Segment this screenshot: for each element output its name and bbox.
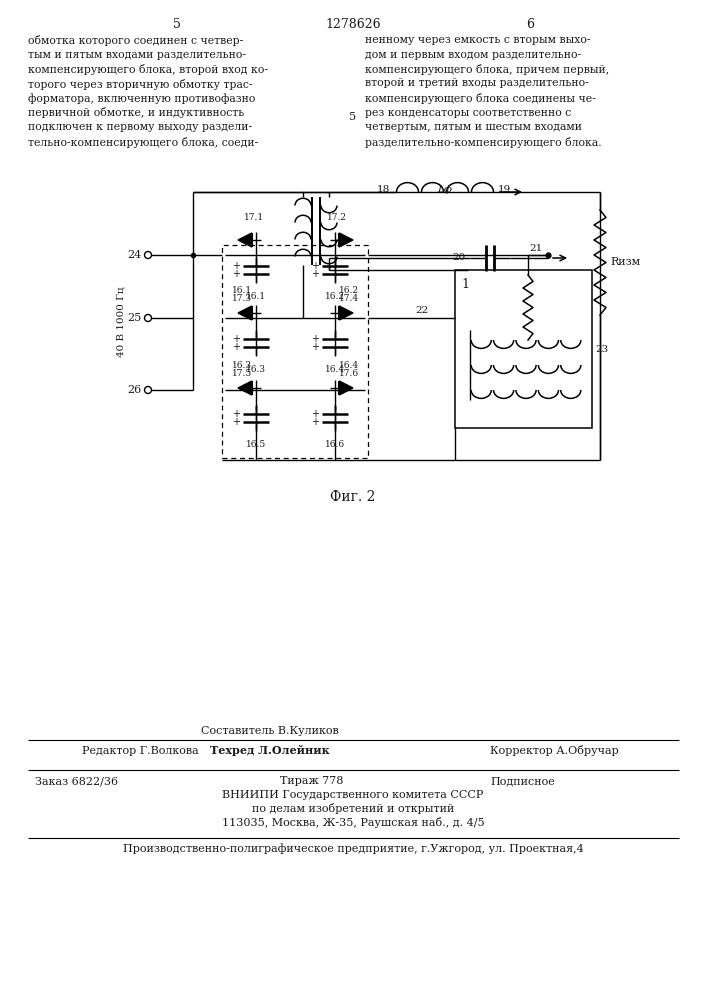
Text: 40 В 1000 Гц: 40 В 1000 Гц — [117, 287, 126, 357]
Text: 6: 6 — [526, 18, 534, 31]
Text: 17.2: 17.2 — [327, 213, 347, 222]
Text: первичной обмотке, и индуктивность: первичной обмотке, и индуктивность — [28, 107, 244, 118]
Text: 22: 22 — [415, 306, 428, 315]
Text: Составитель В.Куликов: Составитель В.Куликов — [201, 726, 339, 736]
Text: +: + — [311, 409, 319, 419]
Text: +: + — [311, 334, 319, 344]
Text: 25: 25 — [128, 313, 142, 323]
Text: тым и пятым входами разделительно-: тым и пятым входами разделительно- — [28, 49, 246, 60]
Text: +: + — [232, 334, 240, 344]
Text: 16.4: 16.4 — [325, 365, 345, 374]
Bar — [455, 270, 592, 428]
Polygon shape — [339, 306, 353, 320]
Bar — [222, 245, 368, 458]
Text: 20: 20 — [452, 253, 466, 262]
Text: 5: 5 — [349, 112, 356, 122]
Text: Редактор Г.Волкова: Редактор Г.Волкова — [82, 746, 199, 756]
Text: 24: 24 — [128, 250, 142, 260]
Text: торого через вторичную обмотку трас-: торого через вторичную обмотку трас- — [28, 79, 252, 90]
Text: 17.1: 17.1 — [244, 213, 264, 222]
Text: 17.6: 17.6 — [339, 369, 359, 378]
Text: 16.5: 16.5 — [246, 440, 266, 449]
Polygon shape — [238, 233, 252, 247]
Text: 113035, Москва, Ж-35, Раушская наб., д. 4/5: 113035, Москва, Ж-35, Раушская наб., д. … — [222, 817, 484, 828]
Text: 5: 5 — [173, 18, 181, 31]
Polygon shape — [238, 381, 252, 395]
Text: +: + — [311, 342, 319, 352]
Text: Корректор А.Обручар: Корректор А.Обручар — [490, 745, 619, 756]
Text: 16.1: 16.1 — [246, 292, 266, 301]
Text: 17.5: 17.5 — [232, 369, 252, 378]
Text: обмотка которого соединен с четвер-: обмотка которого соединен с четвер- — [28, 35, 243, 46]
Text: +: + — [232, 342, 240, 352]
Text: дом и первым входом разделительно-: дом и первым входом разделительно- — [365, 49, 581, 60]
Text: 16.2: 16.2 — [325, 292, 345, 301]
Text: 19: 19 — [498, 185, 511, 194]
Text: Заказ 6822/36: Заказ 6822/36 — [35, 776, 118, 786]
Text: 16.3: 16.3 — [232, 361, 252, 370]
Text: 16.1: 16.1 — [232, 286, 252, 295]
Polygon shape — [339, 381, 353, 395]
Polygon shape — [339, 233, 353, 247]
Text: 17.4: 17.4 — [339, 294, 359, 303]
Text: компенсирующего блока, причем первый,: компенсирующего блока, причем первый, — [365, 64, 609, 75]
Text: Фиг. 2: Фиг. 2 — [330, 490, 375, 504]
Text: 16.4: 16.4 — [339, 361, 359, 370]
Text: Техред Л.Олейник: Техред Л.Олейник — [210, 745, 329, 756]
Text: 16.6: 16.6 — [325, 440, 345, 449]
Text: 16.3: 16.3 — [246, 365, 266, 374]
Text: +: + — [232, 417, 240, 427]
Text: +: + — [232, 269, 240, 279]
Text: разделительно-компенсирующего блока.: разделительно-компенсирующего блока. — [365, 136, 602, 147]
Text: Rизм: Rизм — [610, 257, 640, 267]
Text: Подписное: Подписное — [490, 776, 555, 786]
Text: рез конденсаторы соответственно с: рез конденсаторы соответственно с — [365, 107, 571, 117]
Text: 1: 1 — [461, 278, 469, 291]
Text: Производственно-полиграфическое предприятие, г.Ужгород, ул. Проектная,4: Производственно-полиграфическое предприя… — [122, 843, 583, 854]
Text: +: + — [311, 269, 319, 279]
Text: 1278626: 1278626 — [325, 18, 381, 31]
Text: ненному через емкость с вторым выхо-: ненному через емкость с вторым выхо- — [365, 35, 590, 45]
Text: +: + — [232, 409, 240, 419]
Text: 18: 18 — [377, 185, 390, 194]
Text: +: + — [311, 261, 319, 271]
Text: тельно-компенсирующего блока, соеди-: тельно-компенсирующего блока, соеди- — [28, 136, 258, 147]
Text: по делам изобретений и открытий: по делам изобретений и открытий — [252, 803, 454, 814]
Polygon shape — [238, 306, 252, 320]
Text: четвертым, пятым и шестым входами: четвертым, пятым и шестым входами — [365, 122, 582, 132]
Text: 16.2: 16.2 — [339, 286, 359, 295]
Text: 23: 23 — [595, 344, 608, 354]
Text: 26: 26 — [128, 385, 142, 395]
Text: Тираж 778: Тираж 778 — [280, 776, 344, 786]
Text: 21: 21 — [530, 244, 543, 253]
Text: +: + — [232, 261, 240, 271]
Text: +: + — [311, 417, 319, 427]
Text: второй и третий входы разделительно-: второй и третий входы разделительно- — [365, 79, 589, 89]
Text: форматора, включенную противофазно: форматора, включенную противофазно — [28, 93, 255, 104]
Text: компенсирующего блока соединены че-: компенсирующего блока соединены че- — [365, 93, 596, 104]
Text: ВНИИПИ Государственного комитета СССР: ВНИИПИ Государственного комитета СССР — [222, 790, 484, 800]
Text: Lф: Lф — [438, 185, 452, 194]
Text: 17.3: 17.3 — [232, 294, 252, 303]
Text: подключен к первому выходу раздели-: подключен к первому выходу раздели- — [28, 122, 252, 132]
Text: компенсирующего блока, второй вход ко-: компенсирующего блока, второй вход ко- — [28, 64, 268, 75]
